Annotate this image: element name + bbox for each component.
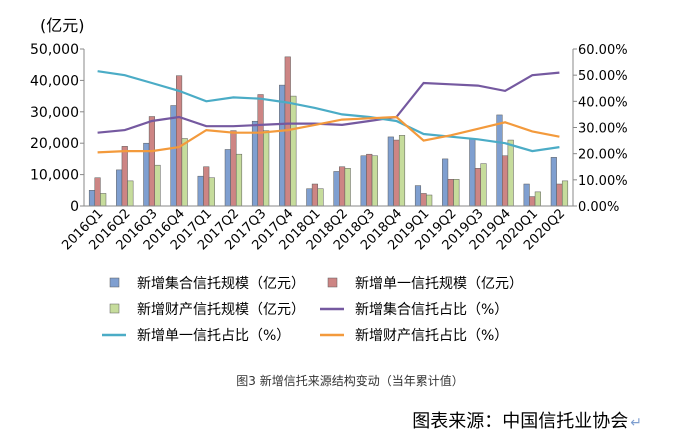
legend-label: 新增集合信托占比（%）	[355, 301, 508, 318]
bar	[154, 164, 161, 207]
bar	[311, 183, 318, 207]
bar	[360, 155, 367, 207]
y-axis-left-unit: (亿元)	[40, 16, 85, 35]
bar	[426, 194, 433, 207]
bar	[534, 191, 541, 207]
figure-caption: 图3 新增信托来源结构变动（当年累计值）	[236, 374, 464, 388]
bar	[197, 175, 204, 207]
bar	[387, 136, 394, 207]
source-note: 图表来源：中国信托业协会 ↵	[412, 407, 642, 433]
bar	[339, 166, 346, 207]
bar	[127, 180, 134, 207]
bar	[550, 157, 557, 207]
y-left-tick-label: 50,000	[30, 42, 79, 58]
bar	[121, 146, 128, 207]
bar	[529, 196, 536, 207]
legend-label: 新增集合信托规模（亿元）	[137, 275, 305, 292]
legend-label: 新增财产信托规模（亿元）	[137, 302, 305, 318]
legend-label: 新增单一信托规模（亿元）	[355, 276, 523, 292]
bar	[398, 135, 406, 207]
combo-chart: (亿元) 0 10,000 20,000 30,000 40,000 50,000 0.00…	[30, 16, 628, 344]
bar	[170, 105, 177, 207]
bar	[116, 169, 123, 207]
bar	[306, 188, 313, 207]
y-left-tick-label: 20,000	[30, 136, 79, 152]
series-line	[97, 71, 560, 134]
bar	[317, 188, 324, 207]
y-left-tick-label: 0	[70, 199, 79, 215]
legend-swatch	[327, 277, 338, 288]
bar	[561, 180, 569, 207]
bar	[279, 84, 286, 207]
bar	[148, 116, 155, 207]
bar	[181, 138, 188, 207]
bar	[230, 130, 237, 207]
y-left-tick-label: 30,000	[30, 105, 79, 121]
bar	[420, 193, 427, 207]
bar	[344, 168, 351, 207]
y-left-tick-label: 40,000	[30, 73, 79, 89]
bar	[523, 183, 530, 207]
bar	[366, 153, 373, 207]
bar	[143, 142, 150, 207]
bar	[502, 155, 509, 207]
bar	[442, 158, 449, 207]
y-left-tick-label: 10,000	[30, 168, 79, 184]
bar	[474, 168, 481, 207]
y-right-tick-label: 0.00%	[578, 200, 619, 215]
bar	[480, 163, 487, 207]
bar	[414, 185, 422, 207]
bar	[507, 139, 514, 207]
bar	[208, 177, 215, 207]
bar	[371, 155, 378, 207]
y-right-tick-label: 50.00%	[578, 69, 628, 84]
bar	[176, 75, 183, 207]
legend-swatch	[109, 277, 120, 288]
bar	[88, 190, 96, 207]
legend-swatch	[109, 303, 120, 314]
bar	[100, 193, 107, 207]
bar	[257, 94, 264, 207]
y-right-tick-label: 20.00%	[578, 148, 628, 163]
legend-label: 新增财产信托占比（%）	[355, 328, 508, 344]
bar	[447, 179, 454, 207]
y-right-tick-label: 30.00%	[578, 122, 628, 137]
series-line	[97, 115, 560, 154]
series-line	[97, 70, 560, 153]
bar	[284, 56, 291, 207]
bar	[453, 179, 460, 207]
bar	[203, 166, 210, 207]
y-right-tick-label: 40.00%	[578, 95, 628, 110]
bar	[496, 114, 503, 207]
bar	[94, 177, 101, 207]
y-right-tick-label: 10.00%	[578, 174, 628, 189]
bar	[556, 183, 563, 207]
bar	[263, 130, 270, 207]
legend-label: 新增单一信托占比（%）	[137, 328, 290, 344]
bar	[224, 149, 231, 207]
bar	[235, 153, 243, 207]
y-right-tick-label: 60.00%	[578, 43, 628, 58]
bar	[469, 138, 476, 207]
bar	[393, 139, 400, 207]
bar	[251, 120, 259, 207]
bar	[290, 95, 297, 207]
source-text: 图表来源：中国信托业协会	[412, 411, 629, 432]
return-mark-icon: ↵	[630, 415, 642, 431]
bar	[333, 171, 340, 207]
